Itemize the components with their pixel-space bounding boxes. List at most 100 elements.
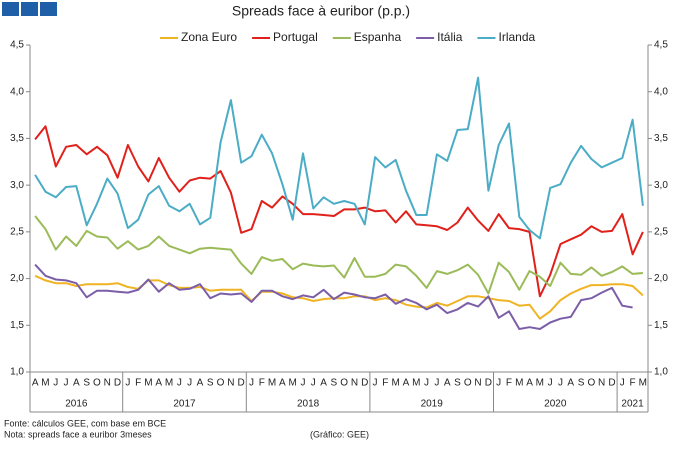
- x-tick-label: O: [587, 378, 595, 389]
- footer-note: Nota: spreads face a euribor 3meses: [4, 429, 152, 439]
- x-tick-label: N: [104, 378, 111, 389]
- series-line: [34, 274, 644, 320]
- x-tick-label: A: [403, 378, 410, 389]
- x-tick-label: D: [608, 378, 615, 389]
- x-tick-label: D: [114, 378, 121, 389]
- x-tick-label: N: [351, 378, 358, 389]
- x-tick-label: S: [454, 378, 461, 389]
- x-tick-label: J: [548, 378, 553, 389]
- x-tick-label: A: [32, 378, 39, 389]
- x-tick-label: J: [496, 378, 501, 389]
- x-tick-label: S: [83, 378, 90, 389]
- series-line: [34, 263, 633, 330]
- y2-tick-label: 4,5: [654, 40, 668, 51]
- year-label: 2021: [621, 399, 644, 410]
- y2-tick-label: 2,0: [654, 273, 668, 284]
- y-tick-label: 4,0: [10, 86, 24, 97]
- x-tick-label: D: [485, 378, 492, 389]
- x-tick-label: J: [249, 378, 254, 389]
- y-tick-label: 3,0: [10, 180, 24, 191]
- x-tick-label: J: [373, 378, 378, 389]
- x-tick-label: M: [536, 378, 544, 389]
- x-tick-label: J: [434, 378, 439, 389]
- year-label: 2016: [65, 399, 88, 410]
- logo-block: [40, 2, 57, 16]
- x-tick-label: M: [288, 378, 296, 389]
- footer-credit: (Gráfico: GEE): [310, 429, 369, 439]
- x-tick-label: F: [382, 378, 388, 389]
- x-tick-label: D: [238, 378, 245, 389]
- y-tick-label: 1,0: [10, 367, 24, 378]
- series-line: [34, 215, 643, 295]
- y2-tick-label: 3,5: [654, 133, 668, 144]
- chart-title: Spreads face à euribor (p.p.): [232, 3, 410, 19]
- x-tick-label: F: [629, 378, 635, 389]
- x-tick-label: A: [155, 378, 162, 389]
- y-tick-label: 1,5: [10, 320, 24, 331]
- x-tick-label: N: [227, 378, 234, 389]
- x-tick-label: S: [207, 378, 214, 389]
- x-tick-label: J: [64, 378, 69, 389]
- x-tick-label: J: [187, 378, 192, 389]
- series-line: [34, 125, 644, 298]
- y2-tick-label: 1,0: [654, 367, 668, 378]
- x-tick-label: M: [391, 378, 399, 389]
- x-tick-label: J: [311, 378, 316, 389]
- y-tick-label: 2,5: [10, 226, 24, 237]
- x-tick-label: M: [268, 378, 276, 389]
- series-line: [34, 76, 644, 240]
- footer-source: Fonte: cálculos GEE, com base em BCE: [4, 418, 166, 428]
- x-tick-label: A: [526, 378, 533, 389]
- x-tick-label: A: [279, 378, 286, 389]
- x-tick-label: F: [259, 378, 265, 389]
- x-tick-label: J: [53, 378, 58, 389]
- x-tick-label: M: [41, 378, 49, 389]
- year-label: 2020: [544, 399, 567, 410]
- legend-label: Zona Euro: [181, 30, 237, 44]
- y2-tick-label: 4,0: [654, 86, 668, 97]
- x-tick-label: J: [125, 378, 130, 389]
- x-tick-label: N: [474, 378, 481, 389]
- x-tick-label: F: [506, 378, 512, 389]
- x-tick-label: J: [177, 378, 182, 389]
- year-label: 2019: [421, 399, 444, 410]
- x-tick-label: M: [639, 378, 647, 389]
- logo-block: [2, 2, 19, 16]
- x-tick-label: F: [135, 378, 141, 389]
- logo-block: [21, 2, 38, 16]
- legend-label: Espanha: [354, 30, 402, 44]
- x-tick-label: S: [578, 378, 585, 389]
- x-tick-label: S: [331, 378, 338, 389]
- y-tick-label: 4,5: [10, 40, 24, 51]
- x-tick-label: M: [515, 378, 523, 389]
- x-tick-label: A: [197, 378, 204, 389]
- x-tick-label: O: [340, 378, 348, 389]
- legend-label: Itália: [437, 30, 463, 44]
- x-tick-label: J: [424, 378, 429, 389]
- x-tick-label: D: [361, 378, 368, 389]
- x-tick-label: O: [217, 378, 225, 389]
- x-tick-label: O: [464, 378, 472, 389]
- x-tick-label: M: [412, 378, 420, 389]
- legend-label: Irlanda: [498, 30, 535, 44]
- x-tick-label: A: [444, 378, 451, 389]
- x-tick-label: J: [558, 378, 563, 389]
- year-label: 2017: [173, 399, 196, 410]
- x-tick-label: N: [598, 378, 605, 389]
- x-tick-label: O: [93, 378, 101, 389]
- x-tick-label: A: [320, 378, 327, 389]
- y2-tick-label: 1,5: [654, 320, 668, 331]
- x-tick-label: J: [300, 378, 305, 389]
- year-label: 2018: [297, 399, 320, 410]
- y2-tick-label: 3,0: [654, 180, 668, 191]
- x-tick-label: A: [73, 378, 80, 389]
- x-tick-label: M: [144, 378, 152, 389]
- legend-label: Portugal: [273, 30, 318, 44]
- x-tick-label: A: [567, 378, 574, 389]
- x-tick-label: M: [165, 378, 173, 389]
- y-tick-label: 3,5: [10, 133, 24, 144]
- y-tick-label: 2,0: [10, 273, 24, 284]
- y2-tick-label: 2,5: [654, 226, 668, 237]
- x-tick-label: J: [620, 378, 625, 389]
